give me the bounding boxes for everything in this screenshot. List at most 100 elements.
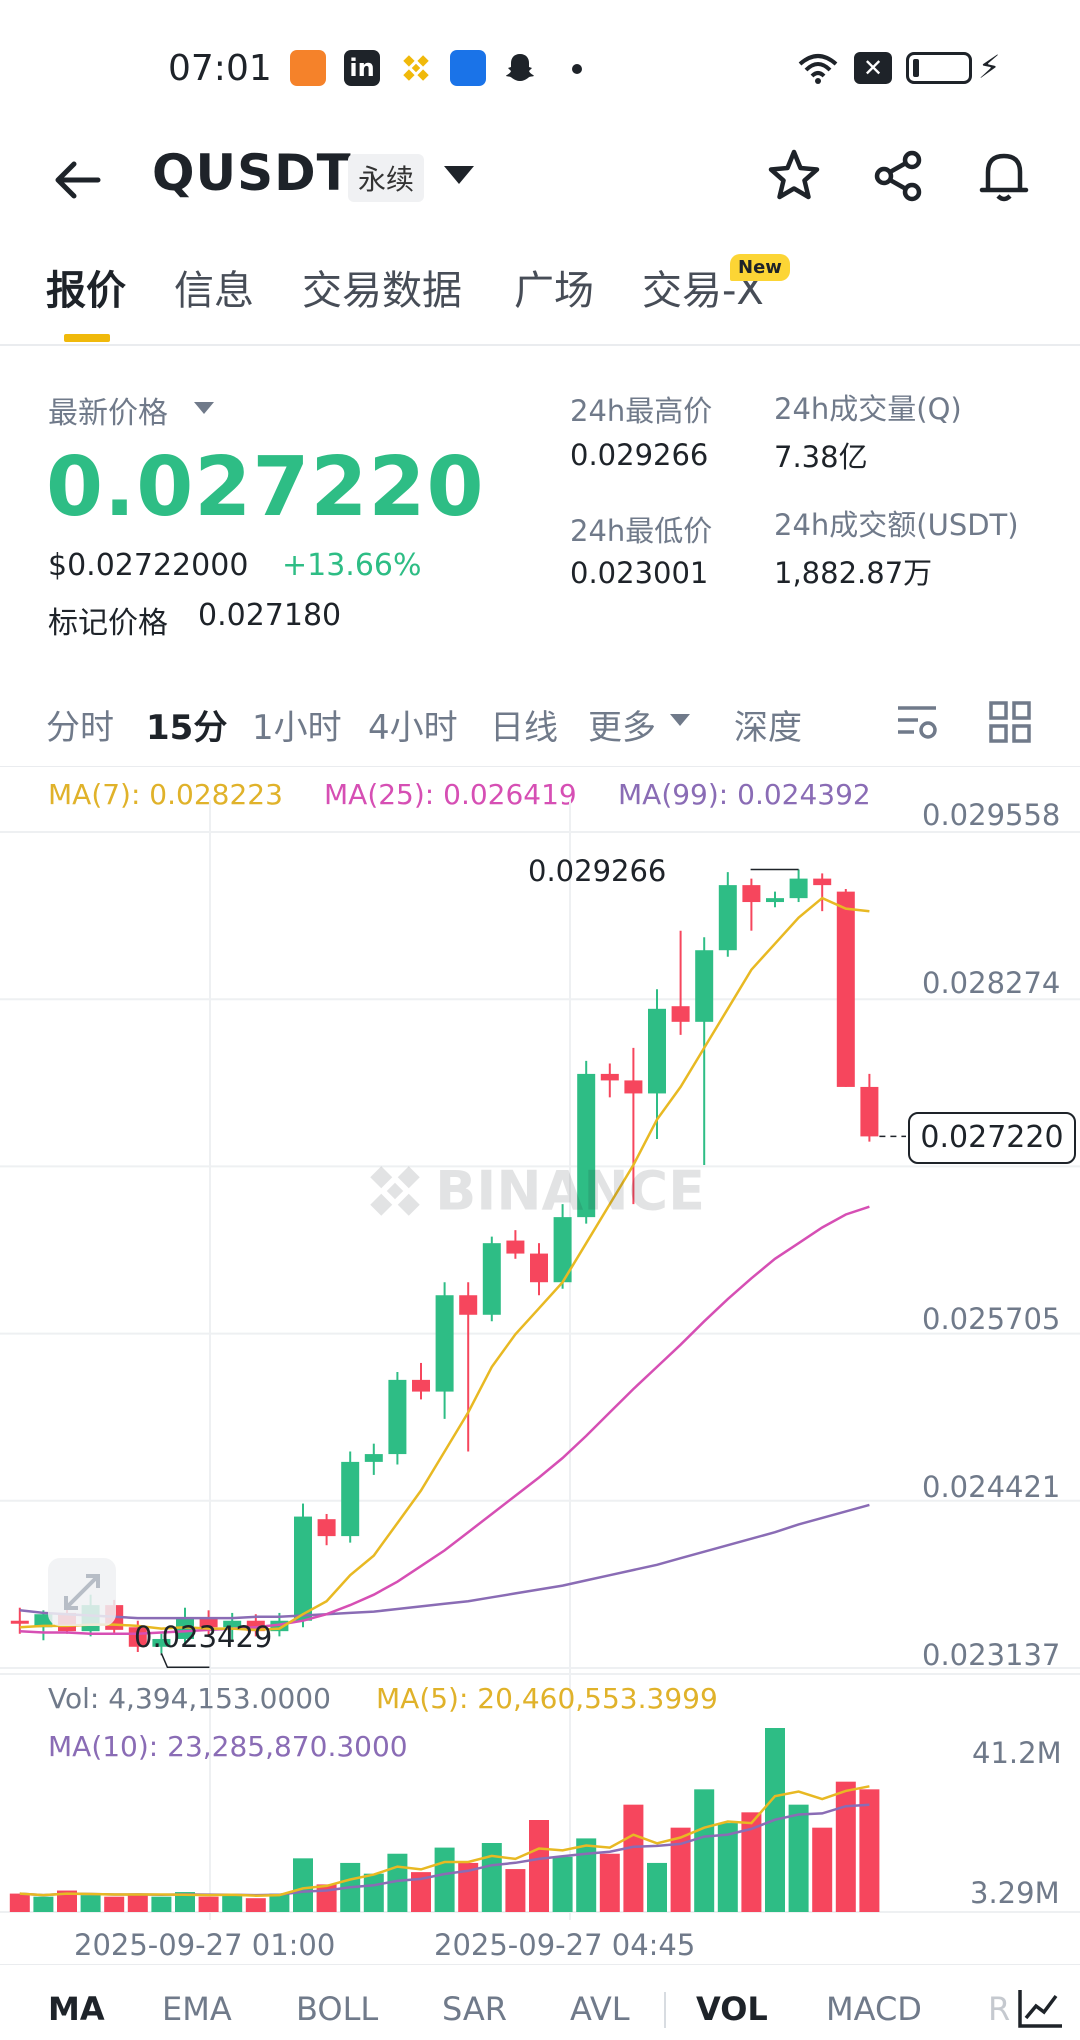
latest-price-label[interactable]: 最新价格 — [48, 396, 168, 431]
candle-body — [600, 1073, 619, 1081]
volume-bar — [552, 1856, 573, 1912]
app-notification-icon — [450, 50, 486, 86]
candle-body — [624, 1080, 643, 1094]
indicator-avl[interactable]: AVL — [570, 1990, 630, 2028]
volume-usdt-label: 24h成交额(USDT) — [774, 508, 1019, 542]
x-axis-label: 2025-09-27 01:00 — [74, 1928, 336, 1962]
tab-square[interactable]: 广场 — [514, 268, 594, 314]
ma7-legend: MA(7): 0.028223 — [48, 778, 283, 811]
candle-body — [789, 878, 808, 899]
candle-body — [695, 950, 714, 1022]
indicator-chart-icon[interactable] — [1012, 1984, 1068, 2034]
watermark-text: BINANCE — [435, 1159, 706, 1223]
tabs-divider — [0, 344, 1080, 346]
interval-4h[interactable]: 4小时 — [368, 708, 458, 748]
y-axis-label: 0.024421 — [922, 1470, 1061, 1504]
volume-bar — [458, 1862, 479, 1912]
volume-bar — [835, 1781, 856, 1912]
candle-body — [577, 1073, 596, 1218]
latest-price-dropdown-icon[interactable] — [194, 402, 214, 414]
candle-body — [648, 1008, 666, 1094]
linkedin-icon: in — [344, 50, 380, 86]
high-marker-label: 0.029266 — [528, 854, 667, 888]
volume-bar — [434, 1847, 455, 1912]
volume-bar — [80, 1895, 101, 1912]
candle-body — [364, 1454, 383, 1462]
candle-body — [836, 891, 855, 1087]
volume-bar — [9, 1893, 30, 1912]
y-axis-label: 0.023137 — [922, 1638, 1061, 1672]
volume-axis-top: 41.2M — [972, 1736, 1062, 1770]
symbol-title[interactable]: QUSDT — [152, 144, 352, 202]
layout-grid-icon[interactable] — [988, 700, 1032, 748]
ma25-line — [19, 1205, 870, 1636]
ma99-legend: MA(99): 0.024392 — [618, 778, 871, 811]
volume-bar — [245, 1898, 266, 1912]
volume-legend: Vol: 4,394,153.0000 — [48, 1682, 331, 1715]
volume-q-value: 7.38亿 — [774, 440, 868, 474]
volume-bar — [623, 1804, 644, 1912]
interval-1h[interactable]: 1小时 — [252, 708, 342, 748]
chart-top-divider — [0, 766, 1080, 767]
favorite-star-icon[interactable] — [766, 148, 822, 208]
tab-info[interactable]: 信息 — [174, 268, 254, 314]
volume-axis-bottom: 3.29M — [970, 1876, 1060, 1910]
volume-bar — [481, 1843, 502, 1912]
interval-time[interactable]: 分时 — [46, 708, 114, 748]
candle-body — [813, 878, 832, 886]
indicator-ema[interactable]: EMA — [162, 1990, 232, 2028]
chart-settings-icon[interactable] — [896, 700, 940, 748]
tab-quote[interactable]: 报价 — [46, 268, 126, 314]
volume-ma5-line — [19, 1785, 870, 1897]
candle-body — [742, 885, 761, 903]
back-button[interactable] — [48, 150, 108, 210]
no-sim-icon: ✕ — [854, 52, 892, 84]
indicator-vol[interactable]: VOL — [696, 1990, 768, 2028]
binance-watermark: BINANCE — [360, 1156, 705, 1226]
indicator-sar[interactable]: SAR — [442, 1990, 508, 2028]
candle-body — [317, 1519, 336, 1537]
candle-body — [506, 1240, 525, 1254]
volume-bar — [529, 1820, 549, 1912]
indicator-ma[interactable]: MA — [48, 1990, 105, 2028]
candle-body — [223, 1620, 242, 1628]
volume-bar — [694, 1789, 715, 1912]
interval-15m[interactable]: 15分 — [146, 708, 228, 748]
indicator-separator — [664, 1992, 666, 2028]
volume-q-label: 24h成交量(Q) — [774, 392, 962, 426]
volume-bar — [175, 1892, 195, 1912]
candle-body — [530, 1253, 548, 1283]
high-24h-value: 0.029266 — [570, 438, 709, 472]
price-change: +13.66% — [282, 548, 422, 583]
volume-ma5-legend: MA(5): 20,460,553.3999 — [376, 1682, 718, 1715]
current-price-tag[interactable]: 0.027220 — [908, 1112, 1076, 1164]
contract-type-badge: 永续 — [348, 154, 425, 202]
share-icon[interactable] — [870, 148, 926, 208]
indicator-rsi[interactable]: R — [988, 1990, 1011, 2028]
interval-1d[interactable]: 日线 — [490, 708, 558, 748]
volume-bar — [717, 1823, 738, 1912]
volume-bar — [104, 1896, 125, 1912]
new-badge: New — [730, 254, 790, 281]
fullscreen-button[interactable] — [48, 1558, 116, 1626]
tab-trading-data[interactable]: 交易数据 — [302, 268, 462, 314]
volume-ma10-legend: MA(10): 23,285,870.3000 — [48, 1730, 408, 1763]
indicator-boll[interactable]: BOLL — [296, 1990, 379, 2028]
depth-tab[interactable]: 深度 — [734, 708, 802, 748]
volume-bar — [812, 1827, 833, 1912]
volume-bar — [788, 1804, 809, 1912]
indicator-macd[interactable]: MACD — [826, 1990, 922, 2028]
candle-body — [34, 1614, 53, 1628]
candle-body — [152, 1638, 171, 1647]
candle-body — [553, 1217, 572, 1283]
high-24h-label: 24h最高价 — [570, 394, 713, 428]
candle-body — [199, 1618, 218, 1628]
symbol-dropdown-icon[interactable] — [444, 166, 474, 184]
volume-bar — [859, 1789, 880, 1912]
candlestick-chart[interactable] — [0, 800, 1080, 1920]
bell-icon[interactable] — [976, 146, 1032, 210]
y-axis-label: 0.029558 — [922, 798, 1061, 832]
interval-more[interactable]: 更多 — [588, 708, 656, 748]
volume-bar — [576, 1838, 597, 1912]
more-dropdown-icon[interactable] — [670, 714, 690, 726]
